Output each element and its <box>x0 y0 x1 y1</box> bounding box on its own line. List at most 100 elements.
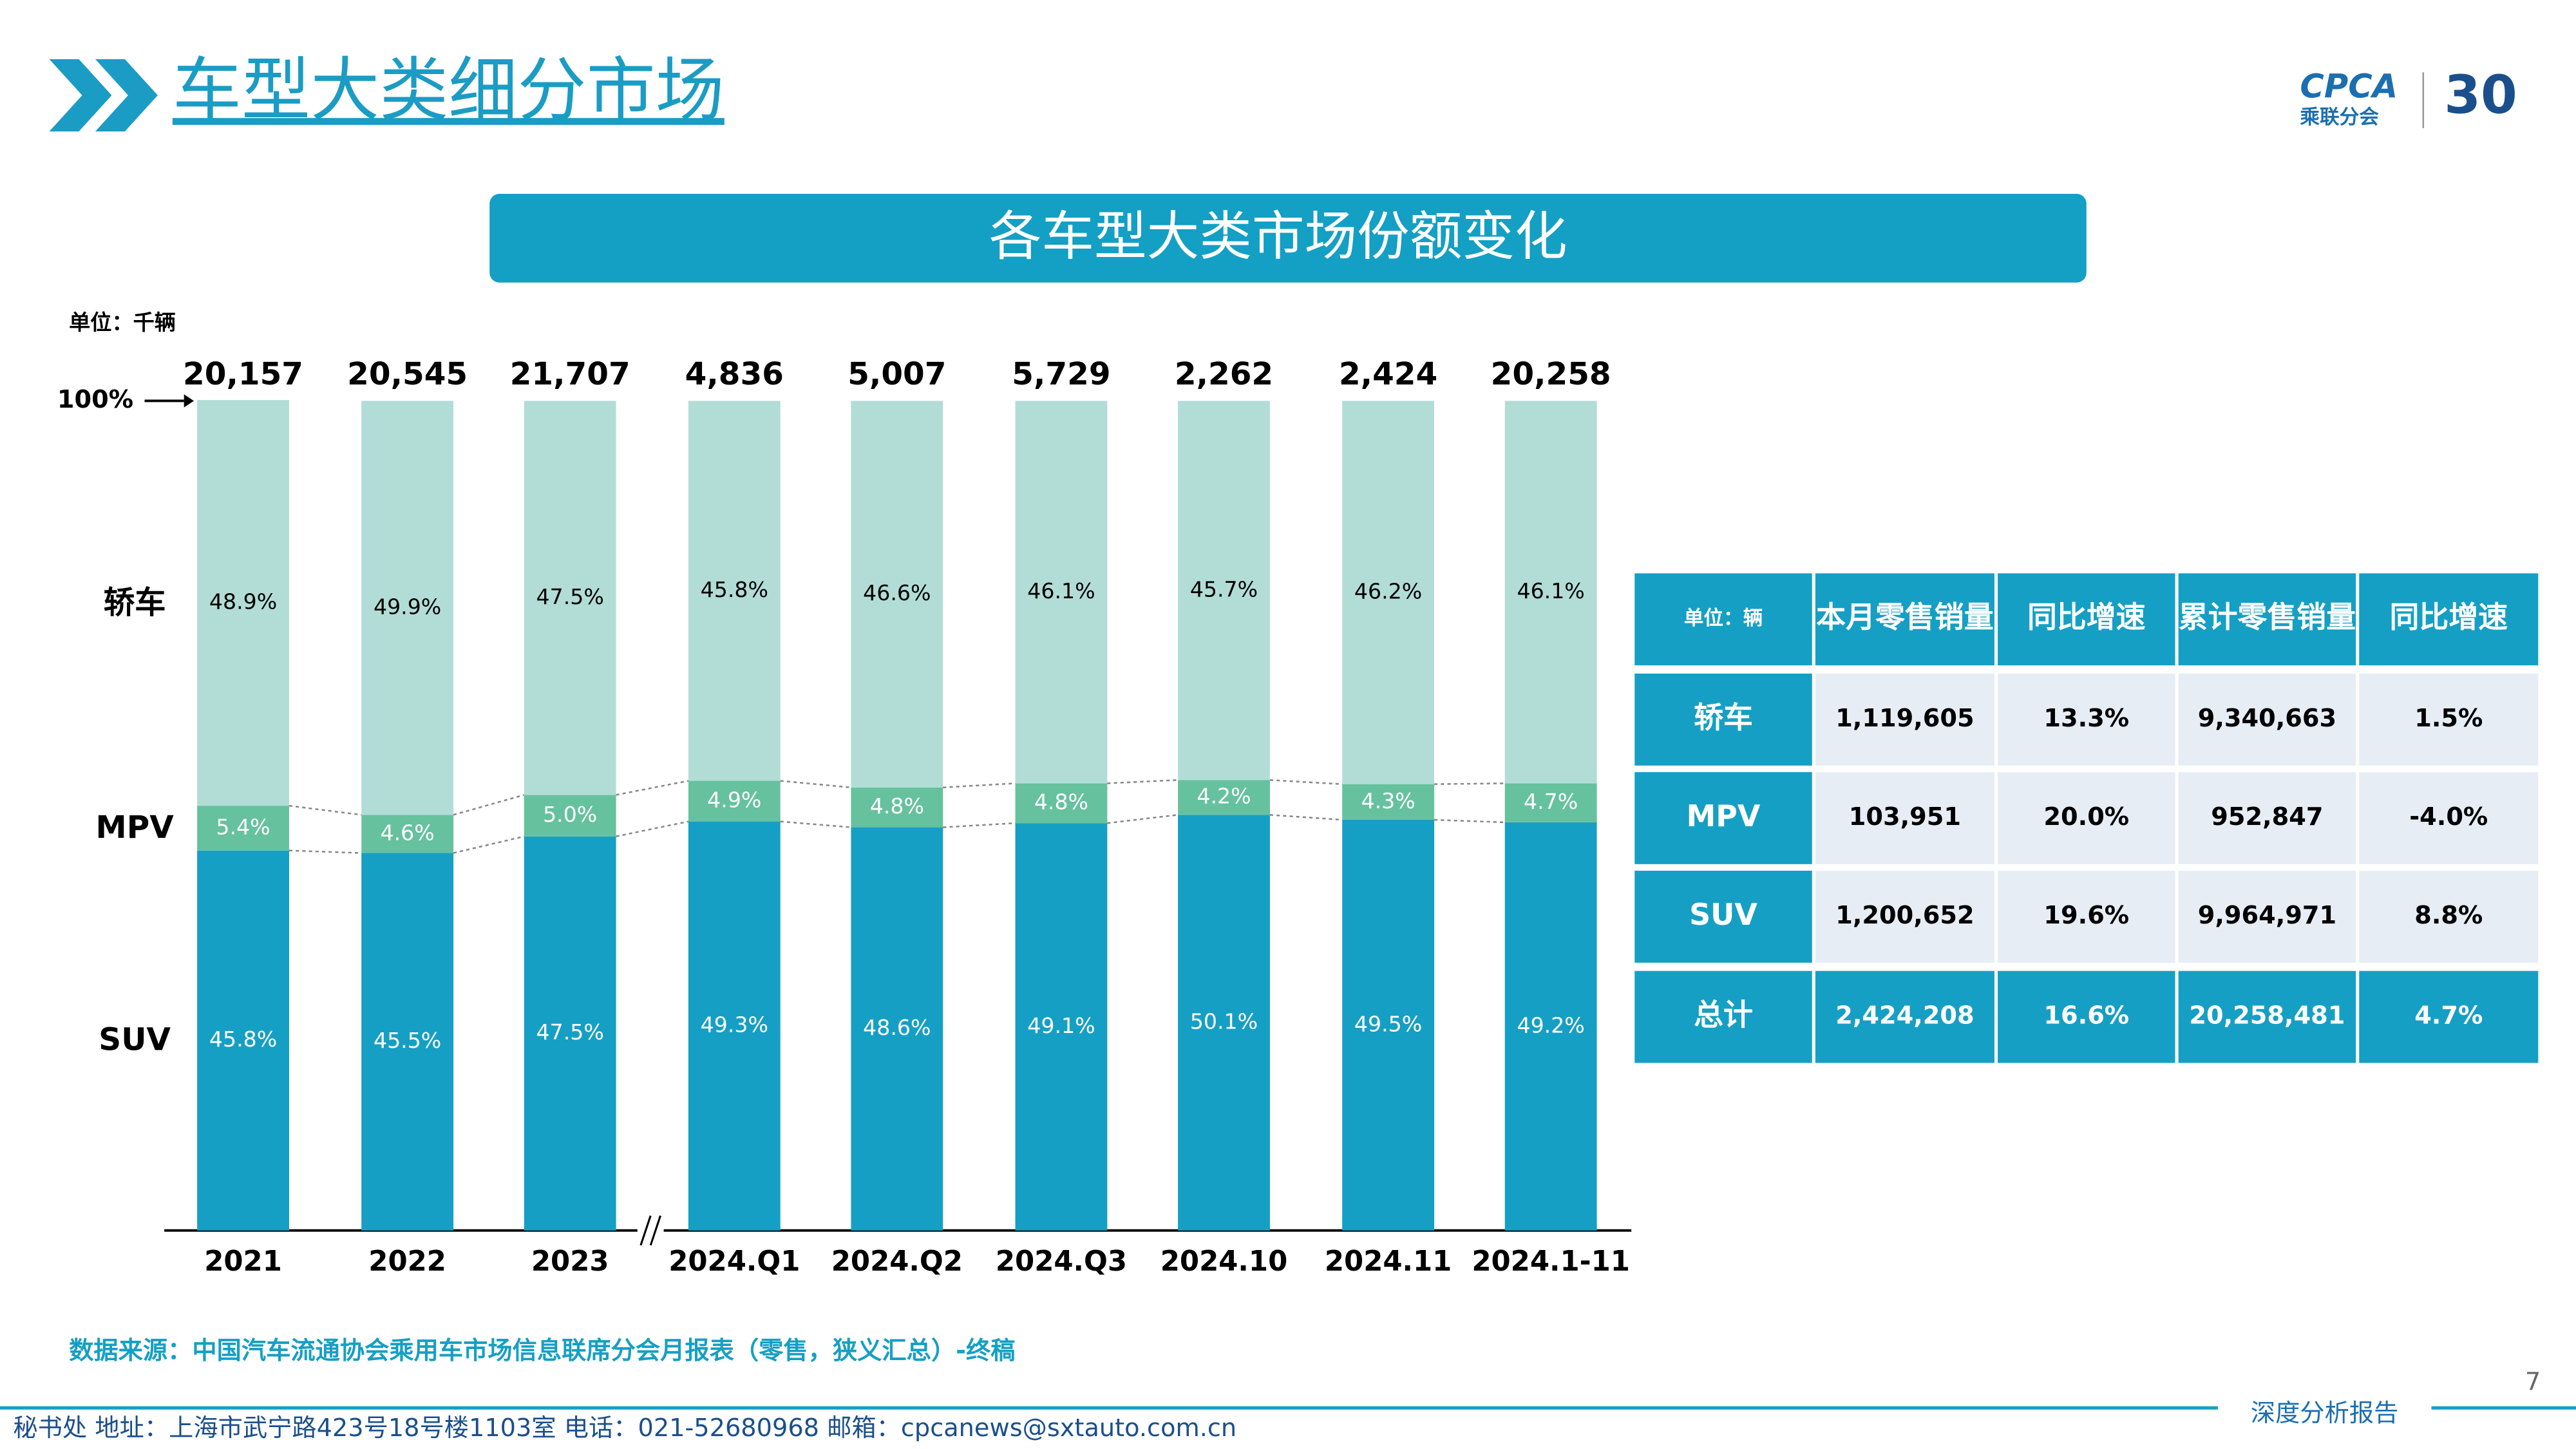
slide-title: 车型大类细分市场 <box>173 51 724 131</box>
total-label: 4,836 <box>685 356 784 392</box>
table-cell-text: 1.5% <box>2414 704 2483 733</box>
table-cell <box>1998 772 2175 864</box>
table-cell <box>2178 871 2356 963</box>
value-label: 47.5% <box>536 1019 604 1045</box>
table-cell <box>1815 971 1994 1063</box>
table-cell <box>2359 673 2539 766</box>
table-cell-text: 13.3% <box>2043 704 2129 733</box>
value-label: 4.6% <box>381 820 435 845</box>
table-cell-text: 103,951 <box>1849 802 1961 831</box>
connector <box>943 782 1016 789</box>
page-number: 7 <box>2525 1367 2541 1396</box>
table-cell <box>2359 573 2539 666</box>
table-cell <box>1998 871 2175 963</box>
connector <box>289 849 362 854</box>
table-cell-text: 9,964,971 <box>2198 901 2336 930</box>
connector <box>453 794 525 816</box>
table-cell <box>1998 673 2175 766</box>
value-label: 49.2% <box>1517 1012 1584 1037</box>
unit-label: 单位：千辆 <box>69 310 176 335</box>
source-note: 数据来源：中国汽车流通协会乘用车市场信息联席分会月报表（零售，狭义汇总）-终稿 <box>69 1336 1015 1365</box>
connector <box>453 835 525 854</box>
connector <box>1107 779 1179 784</box>
bar-segment <box>688 821 781 1231</box>
x-tick-label: 2024.Q1 <box>668 1245 800 1278</box>
bar-segment <box>1015 401 1108 784</box>
table-cell-text: 1,200,652 <box>1835 901 1974 930</box>
value-label: 46.6% <box>863 580 931 605</box>
connector <box>1434 782 1505 785</box>
chevron <box>95 59 158 132</box>
table-cell <box>1634 673 1812 766</box>
table-cell <box>1634 772 1812 864</box>
connector <box>780 820 851 828</box>
bar-segment <box>1504 401 1597 784</box>
bar-segment <box>361 401 454 815</box>
table-cell-text: 16.6% <box>2043 1001 2129 1030</box>
value-label: 49.3% <box>701 1012 768 1037</box>
table-cell-text: 8.8% <box>2414 901 2483 930</box>
value-label: 4.9% <box>707 788 761 813</box>
value-label: 4.8% <box>870 793 924 819</box>
axis-break <box>649 1215 661 1246</box>
logo-text: CPCA <box>2300 68 2398 106</box>
bar-segment <box>524 401 616 795</box>
total-label: 5,007 <box>848 356 946 392</box>
table-cell-text: 4.7% <box>2414 1001 2483 1030</box>
table-cell-text: 1,119,605 <box>1835 704 1974 733</box>
value-label: 50.1% <box>1190 1009 1258 1034</box>
value-label: 47.5% <box>536 584 604 609</box>
table-cell <box>1815 772 1994 864</box>
table-header: 本月零售销量 <box>1816 600 1993 634</box>
bar-segment <box>1015 783 1108 824</box>
table-cell-text: 20.0% <box>2043 802 2129 831</box>
bar-segment <box>524 836 616 1231</box>
y-tick-label: 100% <box>57 385 133 414</box>
bar-segment <box>1504 783 1597 822</box>
value-label: 46.2% <box>1354 579 1422 604</box>
bar-segment <box>1342 784 1435 820</box>
bar-segment <box>1342 820 1435 1231</box>
x-tick-label: 2023 <box>531 1245 609 1278</box>
table-cell <box>1634 871 1812 963</box>
table-header: 单位：辆 <box>1684 607 1763 630</box>
table-cell <box>1634 573 1812 666</box>
bar-segment <box>1178 401 1270 781</box>
table-cell-text: 2,424,208 <box>1835 1001 1974 1030</box>
footer-tag: 深度分析报告 <box>2251 1399 2398 1428</box>
value-label: 45.8% <box>209 1027 277 1052</box>
connector <box>1269 814 1343 821</box>
bar-segment <box>851 827 943 1231</box>
total-label: 2,424 <box>1339 356 1437 392</box>
total-label: 20,258 <box>1491 356 1611 392</box>
value-label: 48.6% <box>863 1015 931 1040</box>
value-label: 4.2% <box>1197 784 1251 809</box>
bar-segment <box>851 401 943 788</box>
connector <box>616 820 689 838</box>
total-label: 21,707 <box>510 356 630 392</box>
axis-break <box>639 1215 652 1246</box>
total-label: 20,545 <box>347 356 468 392</box>
value-label: 4.8% <box>1034 790 1088 815</box>
bar-segment <box>1015 823 1108 1231</box>
bar-segment <box>361 815 454 853</box>
value-label: 4.7% <box>1524 789 1578 814</box>
bar-segment <box>1504 822 1597 1231</box>
table-cell <box>2359 772 2539 864</box>
table-header: 累计零售销量 <box>2179 600 2356 634</box>
table-cell-text: 9,340,663 <box>2198 704 2336 733</box>
bar-segment <box>361 853 454 1231</box>
table-cell <box>1815 673 1994 766</box>
arrow-head <box>184 394 194 408</box>
x-tick-label: 2024.Q2 <box>831 1245 963 1278</box>
table-cell <box>2178 772 2356 864</box>
banner-title: 各车型大类市场份额变化 <box>989 206 1567 267</box>
logo-sub: 乘联分会 <box>2300 106 2379 129</box>
table-cell-text: 轿车 <box>1694 700 1753 735</box>
bar-segment <box>197 806 289 851</box>
banner <box>489 194 2087 283</box>
x-tick-label: 2021 <box>204 1245 282 1278</box>
table-cell <box>1634 971 1812 1063</box>
